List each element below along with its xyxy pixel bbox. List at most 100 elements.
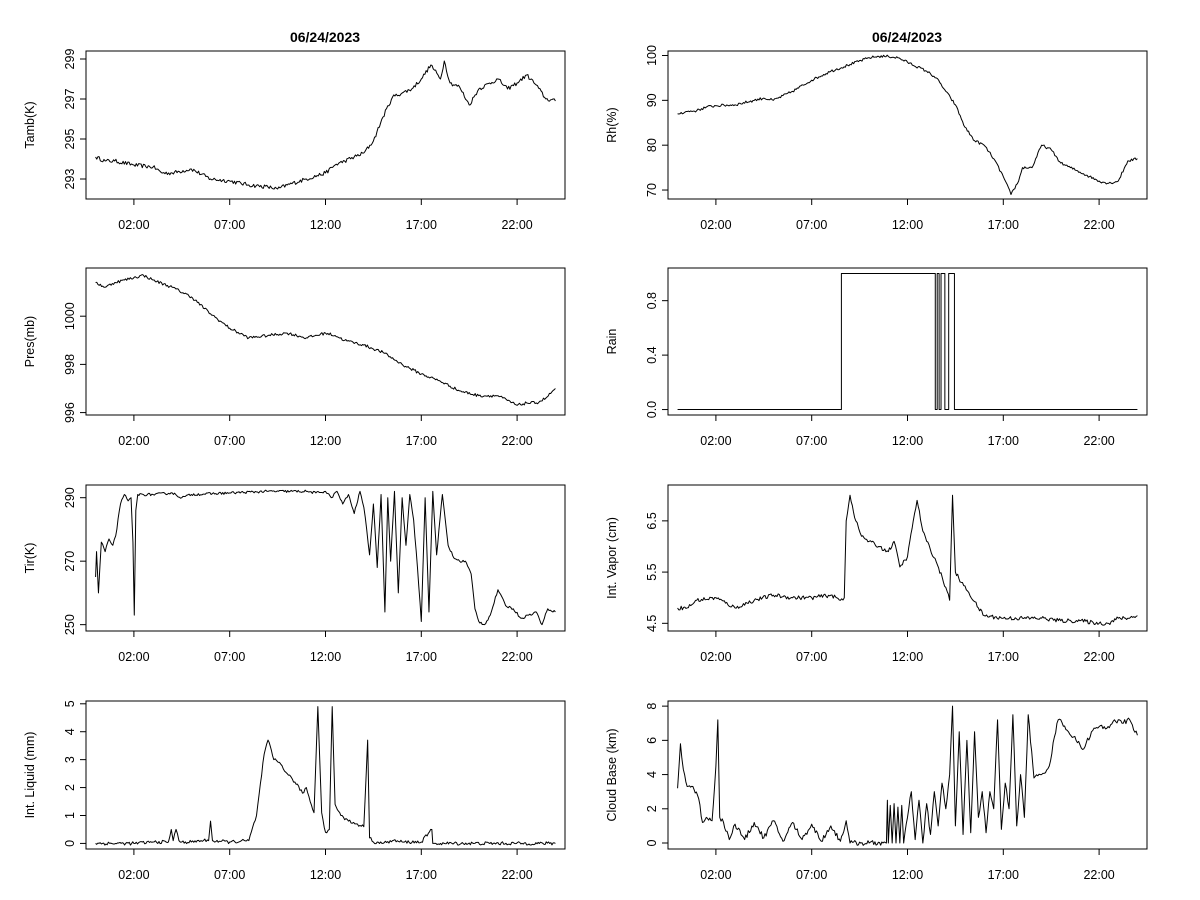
- x-tick-label-rh: 02:00: [700, 218, 731, 232]
- x-tick-label-tir: 02:00: [118, 650, 149, 664]
- x-tick-label-vapor: 07:00: [796, 650, 827, 664]
- y-tick-label-cloudbase: 4: [645, 771, 659, 778]
- series-line-tamb: [95, 60, 556, 190]
- y-tick-label-liquid: 3: [63, 756, 77, 763]
- y-tick-label-rain: 0.4: [645, 346, 659, 363]
- x-tick-label-rh: 12:00: [892, 218, 923, 232]
- x-tick-label-tamb: 12:00: [310, 218, 341, 232]
- x-tick-label-pres: 17:00: [406, 434, 437, 448]
- panel-tamb: 293 295 297 299 02:00 07:00 12:00 17:00 22:00 Tam…: [23, 49, 566, 232]
- y-tick-label-liquid: 2: [63, 784, 77, 791]
- y-tick-label-liquid: 1: [63, 812, 77, 819]
- y-tick-label-pres: 998: [63, 354, 77, 375]
- y-tick-label-pres: 1000: [63, 302, 77, 330]
- y-tick-label-cloudbase: 0: [645, 839, 659, 846]
- x-tick-label-rain: 17:00: [988, 434, 1019, 448]
- panel-rain: 0.0 0.4 0.8 02:00 07:00 12:00 17:00 22:00 Rain: [605, 267, 1148, 448]
- x-tick-label-liquid: 07:00: [214, 868, 245, 882]
- series-line-liquid: [95, 706, 556, 846]
- x-tick-label-pres: 02:00: [118, 434, 149, 448]
- y-tick-label-tir: 250: [63, 614, 77, 635]
- panels: 293 295 297 299 02:00 07:00 12:00 17:00 22:00 Tam…: [23, 45, 1148, 882]
- y-axis-label-tir: Tir(K): [23, 543, 37, 574]
- y-tick-label-liquid: 5: [63, 700, 77, 707]
- y-axis-label-liquid: Int. Liquid (mm): [23, 732, 37, 819]
- x-tick-label-tamb: 07:00: [214, 218, 245, 232]
- plot-frame-cloudbase: [667, 700, 1148, 850]
- series-line-tir: [95, 489, 556, 626]
- panel-liquid: 0 1 2 3 4 5 02:00 07:00 12:00 17:00 22:00 Int. Liqu…: [23, 700, 566, 882]
- panel-rh: 70 80 90 100 02:00 07:00 12:00 17:00 22:00 Rh(%): [605, 45, 1148, 232]
- right-column-title: 06/24/2023: [872, 29, 942, 45]
- x-tick-label-tir: 12:00: [310, 650, 341, 664]
- panel-tir: 250 270 290 02:00 07:00 12:00 17:00 22:00 Tir(K): [23, 484, 566, 664]
- y-tick-label-rain: 0.8: [645, 292, 659, 309]
- plot-frame-rain: [667, 267, 1148, 416]
- y-tick-label-liquid: 0: [63, 840, 77, 847]
- x-tick-label-liquid: 17:00: [406, 868, 437, 882]
- series-line-pres: [95, 274, 556, 406]
- plot-frame-liquid: [85, 700, 566, 850]
- x-tick-label-tamb: 22:00: [501, 218, 532, 232]
- y-tick-label-tamb: 295: [63, 129, 77, 150]
- y-tick-label-vapor: 4.5: [645, 615, 659, 632]
- x-tick-label-tamb: 17:00: [406, 218, 437, 232]
- x-tick-label-rh: 17:00: [988, 218, 1019, 232]
- x-tick-label-cloudbase: 12:00: [892, 868, 923, 882]
- x-tick-label-liquid: 22:00: [501, 868, 532, 882]
- x-tick-label-vapor: 02:00: [700, 650, 731, 664]
- x-tick-label-tir: 17:00: [406, 650, 437, 664]
- y-tick-label-rh: 70: [645, 183, 659, 197]
- x-tick-label-rain: 22:00: [1083, 434, 1114, 448]
- x-tick-label-rh: 07:00: [796, 218, 827, 232]
- y-tick-label-rh: 100: [645, 45, 659, 66]
- x-tick-label-liquid: 12:00: [310, 868, 341, 882]
- y-tick-label-cloudbase: 6: [645, 737, 659, 744]
- series-line-vapor: [677, 494, 1138, 626]
- x-tick-label-rain: 07:00: [796, 434, 827, 448]
- x-tick-label-pres: 12:00: [310, 434, 341, 448]
- left-column-title: 06/24/2023: [290, 29, 360, 45]
- y-tick-label-tamb: 293: [63, 169, 77, 190]
- panel-cloudbase: 0 2 4 6 8 02:00 07:00 12:00 17:00 22:00 Cloud Base…: [605, 700, 1148, 882]
- x-tick-label-cloudbase: 17:00: [988, 868, 1019, 882]
- y-axis-label-vapor: Int. Vapor (cm): [605, 517, 619, 599]
- series-line-rh: [677, 54, 1138, 196]
- y-axis-label-tamb: Tamb(K): [23, 101, 37, 148]
- plot-frame-pres: [85, 267, 566, 416]
- panel-pres: 996 998 1000 02:00 07:00 12:00 17:00 22:00 Pres(…: [23, 267, 566, 448]
- series-line-rain: [677, 272, 1138, 411]
- x-tick-label-tamb: 02:00: [118, 218, 149, 232]
- plot-frame-tamb: [85, 50, 566, 200]
- x-tick-label-rh: 22:00: [1083, 218, 1114, 232]
- y-axis-label-rh: Rh(%): [605, 107, 619, 142]
- x-tick-label-rain: 02:00: [700, 434, 731, 448]
- y-tick-label-tamb: 297: [63, 89, 77, 110]
- y-tick-label-tamb: 299: [63, 49, 77, 70]
- series-line-cloudbase: [677, 705, 1138, 846]
- y-axis-label-rain: Rain: [605, 329, 619, 355]
- y-tick-label-rh: 80: [645, 138, 659, 152]
- y-tick-label-rain: 0.0: [645, 401, 659, 418]
- panel-vapor: 4.5 5.5 6.5 02:00 07:00 12:00 17:00 22:00 Int. V…: [605, 484, 1148, 664]
- y-tick-label-tir: 270: [63, 551, 77, 572]
- x-tick-label-cloudbase: 07:00: [796, 868, 827, 882]
- y-axis-label-pres: Pres(mb): [23, 316, 37, 367]
- y-tick-label-tir: 290: [63, 487, 77, 508]
- y-tick-label-pres: 996: [63, 402, 77, 423]
- plot-frame-tir: [85, 484, 566, 632]
- x-tick-label-cloudbase: 02:00: [700, 868, 731, 882]
- x-tick-label-cloudbase: 22:00: [1083, 868, 1114, 882]
- y-tick-label-vapor: 5.5: [645, 563, 659, 580]
- x-tick-label-pres: 22:00: [501, 434, 532, 448]
- y-tick-label-rh: 90: [645, 93, 659, 107]
- y-axis-label-cloudbase: Cloud Base (km): [605, 728, 619, 821]
- y-tick-label-liquid: 4: [63, 728, 77, 735]
- x-tick-label-rain: 12:00: [892, 434, 923, 448]
- plot-frame-rh: [667, 50, 1148, 200]
- x-tick-label-vapor: 17:00: [988, 650, 1019, 664]
- x-tick-label-tir: 07:00: [214, 650, 245, 664]
- y-tick-label-cloudbase: 2: [645, 805, 659, 812]
- x-tick-label-vapor: 22:00: [1083, 650, 1114, 664]
